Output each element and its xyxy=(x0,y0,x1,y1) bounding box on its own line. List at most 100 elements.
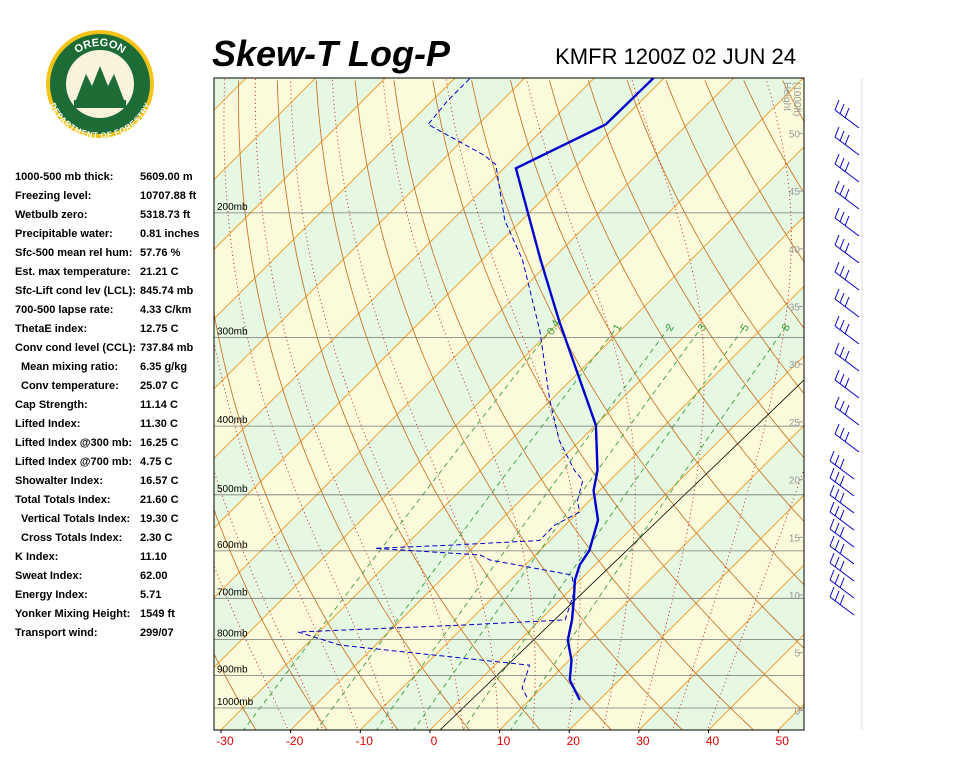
wind-feather xyxy=(834,590,840,602)
wind-feather xyxy=(839,157,845,169)
wind-feather xyxy=(839,560,845,572)
wind-feather xyxy=(834,315,840,327)
dry-adiabat xyxy=(214,508,328,730)
height-tick-label: 5 xyxy=(794,649,800,660)
temperature-line xyxy=(514,78,655,701)
stat-value: 11.14 C xyxy=(140,399,178,411)
stat-value: 5609.00 m xyxy=(140,171,193,183)
height-tick-label: 35 xyxy=(789,302,801,313)
wind-feather xyxy=(829,535,835,547)
pressure-label: 1000mb xyxy=(217,697,254,708)
wind-staff xyxy=(829,545,855,565)
height-tick-label: 45 xyxy=(789,187,801,198)
mixing-ratio-line xyxy=(413,326,703,730)
stat-label: Lifted Index: xyxy=(15,418,80,430)
wind-feather xyxy=(844,323,850,335)
wind-feather xyxy=(834,505,840,517)
wind-feather xyxy=(839,492,845,504)
wind-staff xyxy=(834,244,860,264)
stat-value: 12.75 C xyxy=(140,323,179,335)
isotherm xyxy=(214,78,456,320)
wind-feather xyxy=(839,543,845,555)
dry-adiabat xyxy=(471,80,804,649)
wind-staff xyxy=(834,352,860,372)
stat-value: 5318.73 ft xyxy=(140,209,190,221)
height-tick-label: 50 xyxy=(789,129,801,140)
isotherm xyxy=(214,78,595,460)
isotherm xyxy=(214,78,804,669)
stat-value: 737.84 mb xyxy=(140,342,193,354)
wind-feather xyxy=(834,396,840,408)
wind-feather xyxy=(844,134,850,146)
stat-value: 6.35 g/kg xyxy=(140,361,187,373)
wind-feather xyxy=(844,296,850,308)
wind-feather xyxy=(839,292,845,304)
moist-adiabat xyxy=(214,339,359,730)
wind-feather xyxy=(839,594,845,606)
wind-feather xyxy=(839,238,845,250)
stat-value: 16.25 C xyxy=(140,437,179,449)
height-tick-label: 0 xyxy=(794,706,800,717)
pressure-label: 800mb xyxy=(217,628,248,639)
wind-feather xyxy=(834,369,840,381)
dry-adiabat xyxy=(214,652,257,730)
height-tick-label: 40 xyxy=(789,245,801,256)
wind-staff xyxy=(834,190,860,210)
dry-adiabat xyxy=(510,80,804,586)
stat-label: Est. max temperature: xyxy=(15,266,131,278)
stat-value: 1549 ft xyxy=(140,608,175,620)
height-tick-label: 30 xyxy=(789,360,801,371)
dewpoint-line xyxy=(297,78,584,698)
x-tick-label: -20 xyxy=(286,734,304,748)
isotherm xyxy=(220,146,804,730)
dry-adiabat xyxy=(315,80,612,730)
wind-staff xyxy=(829,596,855,616)
height-tick-label: 25 xyxy=(789,418,801,429)
stat-label: Transport wind: xyxy=(15,627,98,639)
mixing-ratio-line xyxy=(316,326,618,730)
mixing-ratio-label: 3 xyxy=(696,322,709,333)
wind-staff xyxy=(829,562,855,582)
isotherm xyxy=(214,78,386,251)
mixing-ratio-label: 8 xyxy=(780,322,793,333)
stat-label: Mean mixing ratio: xyxy=(21,361,118,373)
wind-feather xyxy=(844,350,850,362)
wind-staff xyxy=(834,217,860,237)
pressure-label: 700mb xyxy=(217,587,248,598)
wind-barbs xyxy=(829,99,860,616)
wind-staff xyxy=(829,511,855,531)
dry-adiabat xyxy=(587,80,804,459)
wind-feather xyxy=(839,346,845,358)
wind-feather xyxy=(839,577,845,589)
wind-feather xyxy=(829,552,835,564)
x-tick-label: 0 xyxy=(431,734,438,748)
plot-frame xyxy=(213,77,805,731)
reference-line xyxy=(439,379,804,730)
stat-label: K Index: xyxy=(15,551,58,563)
wind-feather xyxy=(839,319,845,331)
stat-value: 2.30 C xyxy=(140,532,172,544)
mixing-ratio-line xyxy=(376,326,670,730)
wind-staff xyxy=(829,477,855,497)
wind-feather xyxy=(839,211,845,223)
isotherm xyxy=(214,78,526,390)
wind-feather xyxy=(834,126,840,138)
wind-feather xyxy=(834,454,840,466)
isotherm-band xyxy=(778,704,804,730)
wind-feather xyxy=(834,288,840,300)
stat-label: Sfc-Lift cond lev (LCL): xyxy=(15,285,136,297)
wind-feather xyxy=(829,518,835,530)
wind-staff xyxy=(834,298,860,318)
mixing-ratio-label: 2 xyxy=(663,322,676,333)
stat-label: Cross Totals Index: xyxy=(21,532,122,544)
pressure-label: 500mb xyxy=(217,484,248,495)
wind-staff xyxy=(829,460,855,480)
dry-adiabat xyxy=(432,80,804,713)
moist-adiabat xyxy=(672,78,792,730)
stat-label: Sfc-500 mean rel hum: xyxy=(15,247,132,259)
isotherm xyxy=(214,78,735,599)
wind-feather xyxy=(829,484,835,496)
dry-adiabat xyxy=(393,80,755,730)
moist-adiabat xyxy=(214,469,324,730)
